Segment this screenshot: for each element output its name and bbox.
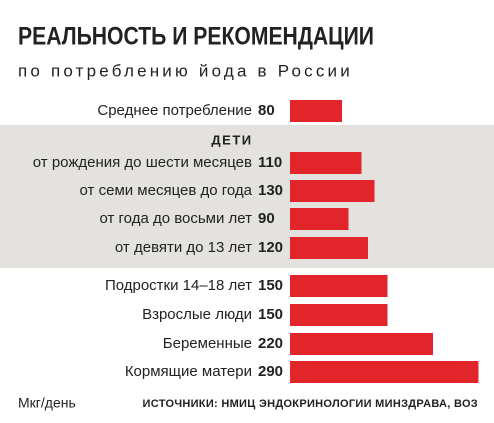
category-label: Взрослые люди [142, 306, 252, 323]
value-label: 120 [258, 239, 283, 256]
unit-label: Мкг/день [18, 395, 76, 411]
value-label: 80 [258, 102, 275, 119]
source: ИСТОЧНИКИ: НМИЦ ЭНДОКРИНОЛОГИИ МИНЗДРАВА… [143, 398, 478, 410]
value-label: 150 [258, 306, 283, 323]
group-label: ДЕТИ [211, 132, 252, 147]
bar [290, 275, 388, 297]
bar [290, 333, 433, 355]
bar [290, 180, 375, 202]
category-label: от года до восьми лет [99, 210, 252, 227]
value-label: 220 [258, 335, 283, 352]
bar [290, 237, 368, 259]
category-label: от девяти до 13 лет [115, 239, 252, 256]
value-label: 130 [258, 182, 283, 199]
value-label: 110 [258, 154, 282, 171]
category-label: Подростки 14–18 лет [105, 277, 252, 294]
chart-subtitle: по потреблению йода в России [18, 61, 353, 80]
bar [290, 100, 342, 122]
category-label: Среднее потребление [97, 102, 252, 119]
bar [290, 152, 362, 174]
bar [290, 304, 388, 326]
chart-title: РЕАЛЬНОСТЬ И РЕКОМЕНДАЦИИ [18, 23, 374, 51]
value-label: 90 [258, 210, 275, 227]
value-label: 290 [258, 363, 283, 380]
value-label: 150 [258, 277, 283, 294]
category-label: от рождения до шести месяцев [33, 154, 252, 171]
bar [290, 361, 479, 383]
bar [290, 208, 349, 230]
group-band [0, 125, 494, 268]
category-label: от семи месяцев до года [80, 182, 253, 199]
category-label: Кормящие матери [125, 363, 252, 380]
category-label: Беременные [163, 335, 252, 352]
